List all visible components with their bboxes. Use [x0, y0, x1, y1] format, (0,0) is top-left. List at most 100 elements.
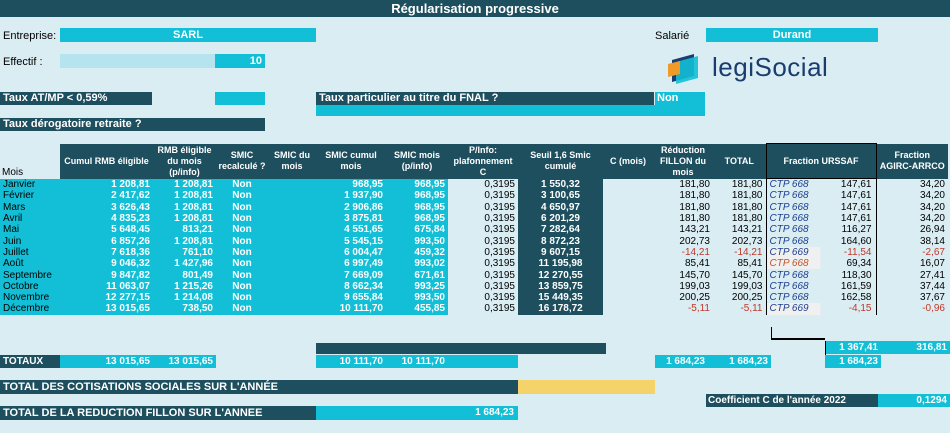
empty-cell [268, 246, 316, 259]
empty-cell [603, 190, 653, 201]
fraction-urssaf-cell: CTP 669 -11,54 [765, 246, 877, 259]
empty-cell [268, 201, 316, 213]
plaf-cell: 0,3195 [448, 190, 518, 202]
smic-cumul-cell: 3 875,81 [316, 212, 386, 225]
red-cell: 181,80 [679, 213, 710, 225]
totaux-seuil-bar [518, 343, 606, 354]
ctp-code: CTP 669 [769, 303, 809, 315]
urssaf-value: -4,15 [848, 303, 872, 315]
logo-text-legi: legi [712, 52, 755, 82]
effectif-field[interactable]: 10 [215, 54, 265, 68]
mois-cell: Avril [0, 212, 60, 225]
salarie-field[interactable]: Durand [706, 28, 878, 42]
effectif-spacer [60, 54, 215, 68]
table-row: Avril 4 835,23 1 208,81 Non 3 875,81 968,95 0,… [0, 212, 948, 225]
smic-pinfo-cell: 968,95 [386, 178, 448, 191]
plaf-cell: 0,3195 [448, 258, 518, 270]
seuil-cell: 15 449,35 [518, 291, 603, 304]
totaux-label: TOTAUX [0, 355, 60, 368]
cumul-cell: 13 015,65 [60, 303, 153, 315]
smic-recalc-cell: Non [216, 269, 268, 281]
total-cell: 181,80 [731, 201, 763, 213]
fraction-urssaf-cell: CTP 668 147,61 [765, 190, 877, 202]
red-cell: 200,25 [679, 292, 710, 304]
red-cell: 181,80 [679, 178, 710, 190]
fraction-urssaf-cell: CTP 668 147,61 [765, 178, 877, 191]
rmb-cell: 738,50 [153, 303, 216, 315]
smic-cumul-cell: 4 551,65 [316, 224, 386, 236]
smic-cumul-cell: 1 937,90 [316, 190, 386, 202]
urssaf-value: 147,61 [840, 190, 872, 202]
seuil-cell: 7 282,64 [518, 224, 603, 236]
cumul-cell: 4 835,23 [60, 212, 153, 225]
mois-cell: Janvier [0, 178, 60, 191]
smic-pinfo-cell: 968,95 [386, 201, 448, 213]
agirc-cell: 27,41 [919, 269, 945, 281]
smic-pinfo-cell: 993,02 [386, 258, 448, 270]
red-cell: 145,70 [679, 269, 710, 281]
taux-atmp-field[interactable] [215, 92, 265, 105]
totaux-cumul: 13 015,65 [60, 355, 153, 368]
subtotal-urssaf: 1 367,41 [825, 341, 881, 354]
cumul-cell: 3 626,43 [60, 201, 153, 213]
col-total: TOTAL [713, 143, 766, 179]
total-cell: 181,80 [731, 178, 763, 190]
col-seuil: Seuil 1,6 Smic cumulé [518, 143, 603, 179]
col-smic-pinfo: SMIC mois (p/info) [386, 143, 448, 179]
smic-pinfo-cell: 671,61 [386, 269, 448, 281]
seuil-cell: 4 650,97 [518, 201, 603, 213]
table-row: Octobre 11 063,07 1 215,26 Non 8 662,34 993,2… [0, 280, 948, 292]
entreprise-field[interactable]: SARL [60, 28, 316, 42]
urssaf-value: 161,59 [840, 280, 872, 292]
col-mois: Mois [0, 143, 60, 179]
smic-cumul-cell: 968,95 [316, 178, 386, 191]
rmb-cell: 1 208,81 [153, 178, 216, 191]
agirc-cell: 26,94 [919, 224, 945, 236]
total-cell: 181,80 [731, 190, 763, 202]
agirc-cell: 34,20 [919, 213, 945, 225]
fraction-urssaf-cell: CTP 668 162,58 [765, 291, 877, 304]
agirc-cell: 16,07 [919, 258, 945, 270]
fraction-urssaf-cell: CTP 668 164,60 [765, 235, 877, 247]
rmb-cell: 1 427,96 [153, 258, 216, 270]
red-cell: 181,80 [679, 201, 710, 213]
empty-cell [268, 224, 316, 236]
col-smic-cumul: SMIC cumul mois [316, 143, 386, 179]
table-row: Janvier 1 208,81 1 208,81 Non 968,95 968,95 0,… [0, 178, 948, 191]
plaf-cell: 0,3195 [448, 291, 518, 304]
empty-cell [268, 291, 316, 304]
taux-fnal-bar [316, 105, 705, 116]
agirc-cell: 38,14 [919, 235, 945, 247]
totaux-total: 1 684,23 [708, 355, 771, 368]
smic-recalc-cell: Non [216, 212, 268, 225]
red-cell: 85,41 [684, 258, 710, 270]
fraction-urssaf-cell: CTP 669 -4,15 [765, 303, 877, 315]
total-cell: 85,41 [737, 258, 763, 270]
plaf-cell: 0,3195 [448, 246, 518, 259]
ctp-code: CTP 668 [769, 258, 809, 270]
effectif-label: Effectif : [3, 56, 43, 68]
totaux-rmb: 13 015,65 [153, 355, 216, 368]
taux-fnal-field[interactable]: Non [655, 92, 705, 105]
regularisation-table: Mois Cumul RMB éligible RMB éligible du … [0, 143, 948, 315]
table-row: Mars 3 626,43 1 208,81 Non 2 906,86 968,95 0,3… [0, 201, 948, 213]
smic-cumul-cell: 7 669,09 [316, 269, 386, 281]
empty-cell [603, 292, 653, 303]
urssaf-value: 118,30 [841, 269, 872, 281]
table-row: Juin 6 857,26 1 208,81 Non 5 545,15 993,50 0,3… [0, 235, 948, 247]
plaf-cell: 0,3195 [448, 178, 518, 191]
cumul-cell: 11 063,07 [60, 280, 153, 292]
plaf-cell: 0,3195 [448, 212, 518, 225]
seuil-cell: 13 859,75 [518, 280, 603, 292]
ctp-code: CTP 668 [769, 201, 809, 213]
agirc-cell: 37,67 [919, 292, 945, 304]
subtotal-agirc: 316,81 [881, 341, 950, 354]
ctp-code: CTP 668 [769, 179, 809, 191]
urssaf-value: 147,61 [840, 179, 872, 191]
fraction-urssaf-cell: CTP 668 147,61 [765, 212, 877, 225]
plaf-cell: 0,3195 [448, 269, 518, 281]
fraction-urssaf-cell: CTP 668 69,34 [765, 258, 877, 270]
rmb-cell: 1 208,81 [153, 190, 216, 202]
total-reduction-value: 1 684,23 [316, 406, 518, 420]
red-cell: 199,03 [679, 280, 710, 292]
